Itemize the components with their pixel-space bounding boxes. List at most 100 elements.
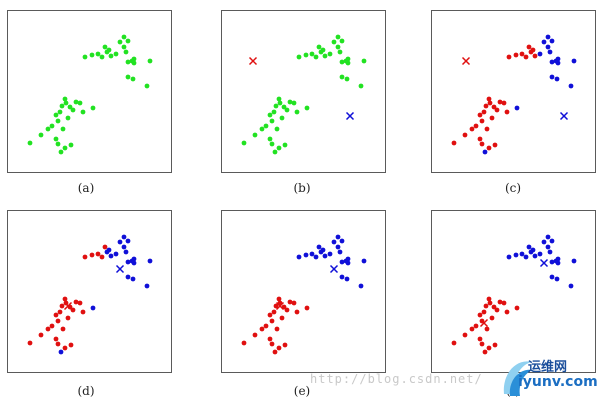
data-point	[144, 83, 150, 89]
data-point	[252, 332, 258, 338]
data-point	[282, 342, 288, 348]
scatter-plot-b	[241, 34, 367, 155]
data-point	[70, 107, 76, 113]
data-point	[65, 115, 71, 121]
centroid-cross-b-1	[248, 56, 258, 66]
data-point	[263, 123, 269, 129]
data-point	[316, 244, 322, 250]
data-point	[477, 312, 483, 318]
data-point	[53, 336, 59, 342]
centroid-cross-e-2	[329, 264, 339, 274]
data-point	[49, 323, 55, 329]
data-point	[59, 303, 65, 309]
data-point	[568, 283, 574, 289]
data-point	[252, 132, 258, 138]
data-point	[451, 140, 457, 146]
data-point	[284, 307, 290, 313]
data-point	[482, 349, 488, 355]
data-point	[282, 142, 288, 148]
data-point	[121, 44, 127, 50]
data-point	[568, 83, 574, 89]
data-point	[57, 309, 63, 315]
data-point	[514, 305, 520, 311]
data-point	[320, 47, 326, 53]
data-point	[358, 283, 364, 289]
data-point	[77, 100, 83, 106]
data-point	[62, 96, 68, 102]
data-point	[361, 58, 367, 64]
data-point	[45, 326, 51, 332]
data-point	[267, 136, 273, 142]
data-point	[53, 112, 59, 118]
data-point	[555, 56, 561, 62]
data-point	[294, 309, 300, 315]
data-point	[339, 74, 345, 80]
data-point	[277, 100, 283, 106]
data-point	[259, 126, 265, 132]
caption-b: (b)	[293, 181, 311, 195]
data-point	[313, 254, 319, 260]
data-point	[489, 315, 495, 321]
data-point	[345, 260, 351, 266]
data-point	[494, 307, 500, 313]
data-point	[337, 249, 343, 255]
data-point	[276, 345, 282, 351]
data-point	[483, 103, 489, 109]
data-point	[489, 115, 495, 121]
data-point	[545, 244, 551, 250]
data-point	[55, 341, 61, 347]
data-point	[304, 305, 310, 311]
data-point	[45, 126, 51, 132]
data-point	[125, 74, 131, 80]
data-point	[469, 326, 475, 332]
caption-e: (e)	[293, 384, 311, 398]
data-point	[130, 276, 136, 282]
data-point	[541, 239, 547, 245]
data-point	[549, 59, 555, 65]
centroid-cross-b-2	[345, 111, 355, 121]
data-point	[131, 60, 137, 66]
data-point	[345, 56, 351, 62]
data-point	[545, 44, 551, 50]
panel-d	[7, 210, 172, 373]
data-point	[279, 315, 285, 321]
data-point	[491, 304, 497, 310]
data-point	[545, 34, 551, 40]
data-point	[269, 141, 275, 147]
data-point	[95, 51, 101, 57]
data-point	[479, 141, 485, 147]
data-point	[335, 34, 341, 40]
data-point	[555, 260, 561, 266]
data-point	[501, 100, 507, 106]
data-point	[473, 323, 479, 329]
data-point	[545, 234, 551, 240]
data-point	[53, 312, 59, 318]
data-point	[506, 54, 512, 60]
data-point	[487, 100, 493, 106]
data-point	[77, 300, 83, 306]
data-point	[549, 274, 555, 280]
data-point	[102, 44, 108, 50]
data-point	[492, 342, 498, 348]
data-point	[59, 103, 65, 109]
data-point	[267, 312, 273, 318]
data-point	[555, 256, 561, 262]
data-point	[469, 126, 475, 132]
data-point	[530, 247, 536, 253]
data-point	[486, 296, 492, 302]
data-point	[549, 74, 555, 80]
data-point	[267, 336, 273, 342]
site-logo-swoosh-icon	[503, 361, 532, 396]
data-point	[125, 238, 131, 244]
data-point	[519, 51, 525, 57]
data-point	[113, 51, 119, 57]
data-point	[287, 99, 293, 105]
data-point	[571, 258, 577, 264]
data-point	[291, 100, 297, 106]
data-point	[274, 326, 280, 332]
data-point	[102, 244, 108, 250]
data-point	[335, 244, 341, 250]
data-point	[73, 299, 79, 305]
data-point	[263, 323, 269, 329]
data-point	[481, 309, 487, 315]
